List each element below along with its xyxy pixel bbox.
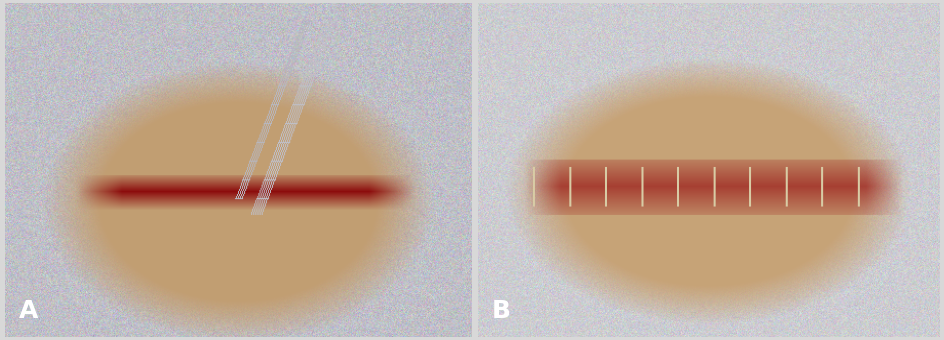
Text: A: A xyxy=(19,299,38,323)
Text: B: B xyxy=(492,299,511,323)
